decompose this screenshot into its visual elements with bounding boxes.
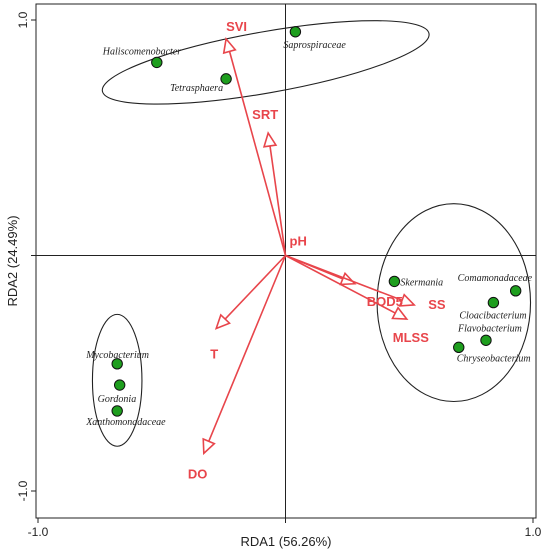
- cluster-ellipse: [376, 203, 532, 403]
- point-saprospiraceae: Saprospiraceae: [283, 26, 346, 51]
- vector-label: DO: [188, 466, 208, 481]
- point-marker: [151, 56, 163, 69]
- vector-line: [285, 254, 396, 314]
- vector-label: MLSS: [393, 330, 429, 345]
- cluster-ellipse: [91, 313, 143, 447]
- point-label: Saprospiraceae: [283, 40, 346, 51]
- cluster-ellipse: [101, 20, 430, 105]
- vector-arrowhead: [214, 313, 231, 330]
- vector-line: [228, 51, 287, 256]
- vector-ss: SS: [285, 254, 446, 312]
- point-marker: [509, 285, 522, 297]
- point-marker: [453, 341, 465, 354]
- y-tick-label: -1.0: [16, 480, 30, 501]
- point-label: Flavobacterium: [457, 323, 522, 334]
- point-chryseobacterium: Chryseobacterium: [453, 341, 531, 364]
- x-tick-label: -1.0: [28, 525, 49, 539]
- vector-arrowhead: [222, 36, 237, 55]
- vector-ph: pH: [290, 234, 307, 249]
- vector-arrowhead: [202, 437, 216, 456]
- point-marker: [113, 379, 126, 391]
- x-axis-label: RDA1 (56.26%): [240, 534, 331, 549]
- point-marker: [111, 405, 123, 417]
- vector-mlss: MLSS: [285, 254, 429, 345]
- vector-arrowhead: [262, 131, 278, 148]
- vector-arrowhead: [391, 306, 409, 320]
- point-tetrasphaera: Tetrasphaera: [170, 73, 232, 94]
- point-marker: [289, 26, 302, 38]
- vector-label: SVI: [226, 19, 247, 34]
- point-xanthomonadaceae: Xanthomonadaceae: [85, 405, 166, 428]
- point-label: Comamonadaceae: [458, 273, 533, 284]
- point-label: Gordonia: [98, 394, 137, 405]
- vector-line: [208, 255, 287, 442]
- point-gordonia: Gordonia: [98, 379, 137, 405]
- point-marker: [487, 296, 500, 309]
- point-mycobacterium: Mycobacterium: [85, 350, 149, 370]
- vector-label: SS: [428, 297, 446, 312]
- point-marker: [220, 73, 232, 85]
- point-marker: [388, 275, 401, 288]
- point-label: Xanthomonadaceae: [85, 417, 166, 428]
- point-label: Tetrasphaera: [170, 83, 223, 94]
- point-label: Mycobacterium: [85, 350, 149, 361]
- point-marker: [480, 334, 492, 346]
- y-tick-label: 1.0: [16, 11, 30, 28]
- vector-svi: SVI: [222, 19, 287, 256]
- vector-arrowhead: [339, 271, 357, 286]
- vector-label: pH: [290, 234, 307, 249]
- vector-line: [224, 254, 287, 320]
- vector-bod5: BOD5: [285, 254, 403, 309]
- point-label: Haliscomenobacter: [102, 46, 181, 57]
- vector-label: T: [210, 347, 218, 362]
- x-tick-label: 1.0: [525, 525, 542, 539]
- vector-srt: SRT: [252, 107, 287, 256]
- vector-label: SRT: [252, 107, 278, 122]
- point-comamonadaceae: Comamonadaceae: [458, 273, 533, 297]
- point-flavobacterium: Flavobacterium: [457, 323, 522, 346]
- point-marker: [111, 358, 123, 370]
- point-skermania: Skermania: [388, 275, 443, 288]
- vector-line: [269, 145, 287, 256]
- point-label: Cloacibacterium: [459, 311, 526, 322]
- point-label: Chryseobacterium: [457, 353, 531, 364]
- vector-t: T: [210, 254, 287, 362]
- vector-do: DO: [188, 255, 287, 481]
- point-haliscomenobacter: Haliscomenobacter: [102, 46, 181, 69]
- point-label: Skermania: [400, 277, 443, 288]
- vector-line: [285, 254, 403, 302]
- y-axis-label: RDA2 (24.49%): [5, 215, 20, 306]
- vector-arrowhead: [398, 293, 416, 307]
- point-cloacibacterium: Cloacibacterium: [459, 296, 527, 322]
